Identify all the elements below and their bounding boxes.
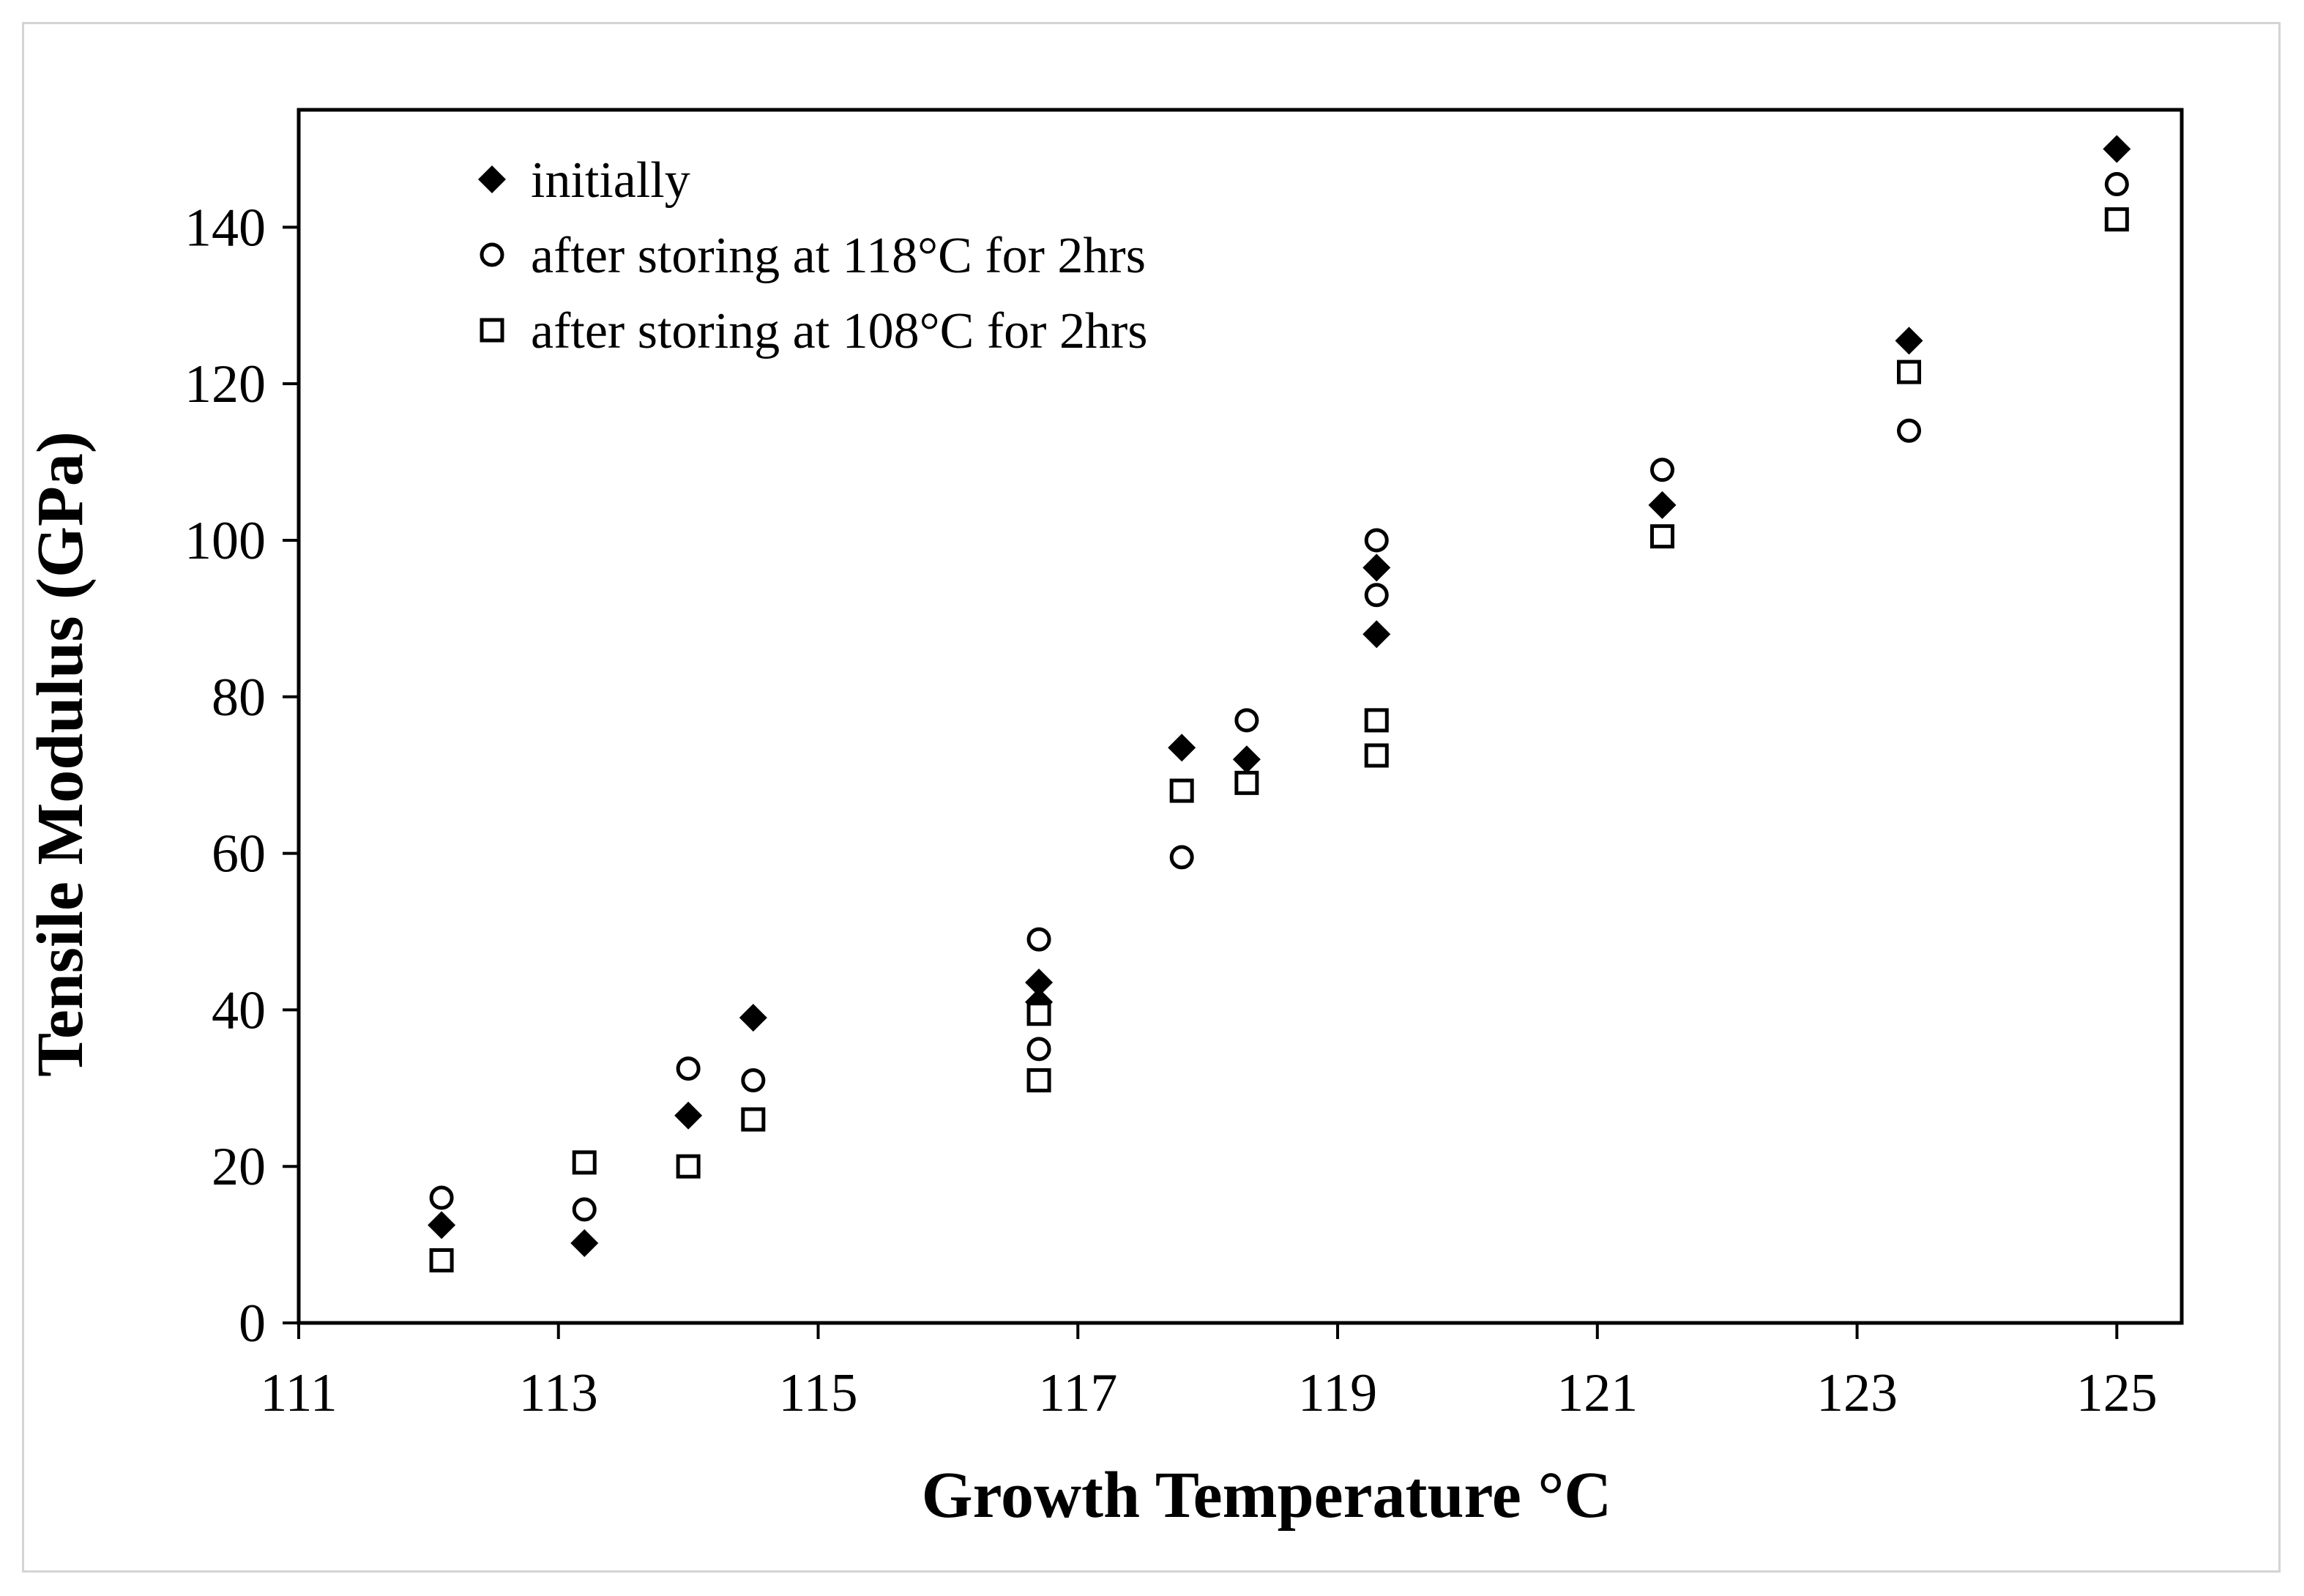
legend-marker — [480, 242, 504, 267]
data-point — [676, 1056, 701, 1081]
data-point — [741, 1068, 766, 1093]
data-point — [1232, 745, 1261, 774]
data-point — [1026, 1002, 1051, 1026]
legend-label: after storing at 118°C for 2hrs — [531, 228, 1146, 284]
x-tick-label: 121 — [1556, 1363, 1638, 1423]
x-tick-label: 123 — [1816, 1363, 1898, 1423]
y-tick-label: 80 — [212, 668, 266, 728]
data-point — [2104, 207, 2129, 232]
legend-marker — [478, 165, 506, 193]
y-tick-label: 120 — [184, 354, 266, 414]
legend-marker — [480, 318, 504, 343]
data-point — [1364, 743, 1389, 768]
data-point — [429, 1248, 454, 1272]
data-point — [1897, 359, 1922, 384]
data-point — [1026, 927, 1051, 952]
plot-border — [297, 108, 2184, 1325]
y-tick-label: 40 — [212, 980, 266, 1040]
y-tick-label: 100 — [184, 511, 266, 571]
x-axis-title: Growth Temperature °C — [922, 1459, 1612, 1532]
x-tick-label: 119 — [1298, 1363, 1377, 1423]
series-3 — [429, 207, 2129, 1272]
legend-label: initially — [531, 152, 690, 209]
data-point — [1025, 968, 1054, 996]
data-point — [1364, 583, 1389, 608]
data-point — [428, 1211, 456, 1239]
series-2 — [429, 172, 2129, 1222]
legend: initially after storing at 118°C for 2hrs… — [478, 152, 1148, 359]
y-axis-title: Tensile Modulus (GPa) — [24, 431, 97, 1077]
data-point — [1169, 778, 1194, 803]
y-tick-label: 0 — [239, 1294, 266, 1354]
y-tick-label: 60 — [212, 824, 266, 884]
data-point — [570, 1228, 599, 1257]
y-tick-label: 140 — [184, 198, 266, 258]
data-point — [676, 1154, 701, 1179]
legend-label: after storing at 108°C for 2hrs — [531, 303, 1148, 359]
x-tick-label: 115 — [778, 1363, 857, 1423]
x-tick-label: 113 — [519, 1363, 598, 1423]
data-point — [1897, 418, 1922, 443]
data-point — [741, 1107, 766, 1132]
data-point — [1648, 491, 1677, 519]
data-point — [2104, 172, 2129, 197]
data-point — [1362, 553, 1391, 582]
y-axis: 0 20 40 60 80 100 120 140 — [184, 198, 299, 1354]
data-markers — [428, 135, 2131, 1272]
x-tick-label: 117 — [1038, 1363, 1117, 1423]
data-point — [1364, 708, 1389, 733]
x-tick-label: 125 — [2076, 1363, 2158, 1423]
x-tick-label: 111 — [260, 1363, 338, 1423]
data-point — [674, 1101, 703, 1130]
data-point — [1895, 327, 1923, 355]
data-point — [1026, 1037, 1051, 1062]
data-point — [1026, 1068, 1051, 1093]
data-point — [572, 1150, 597, 1175]
data-point — [1234, 708, 1259, 733]
data-point — [1649, 458, 1674, 482]
data-point — [1364, 528, 1389, 553]
data-point — [1234, 770, 1259, 795]
data-point — [1649, 524, 1674, 549]
data-point — [1169, 845, 1194, 870]
data-point — [739, 1004, 767, 1032]
data-point — [2103, 135, 2131, 163]
data-point — [1168, 734, 1196, 762]
plot-area — [297, 108, 2184, 1325]
data-point — [429, 1185, 454, 1210]
figure-frame — [22, 22, 2281, 1573]
y-tick-label: 20 — [212, 1137, 266, 1197]
data-point — [1362, 620, 1391, 649]
x-axis: 111 113 115 117 119 121 123 125 — [260, 1323, 2158, 1423]
data-point — [572, 1197, 597, 1222]
